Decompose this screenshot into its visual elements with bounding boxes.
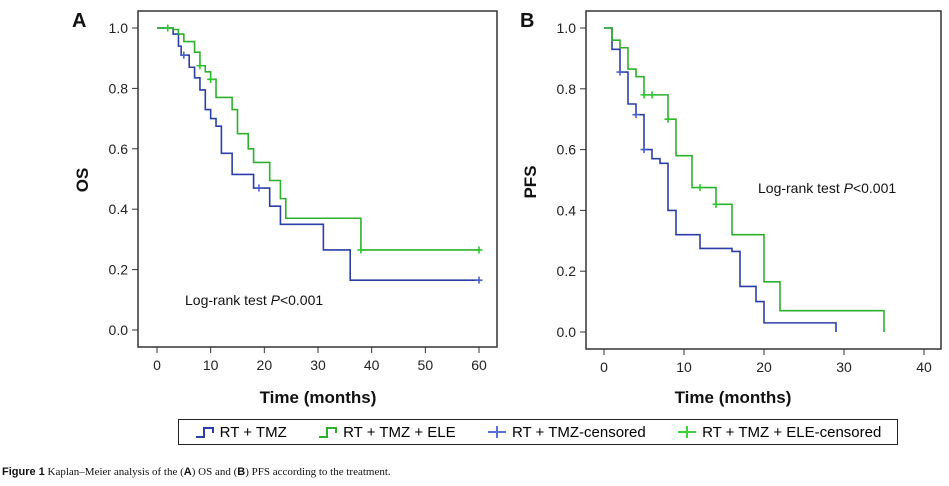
legend-label: RT + TMZ + ELE-censored bbox=[702, 423, 882, 441]
caption-text: ) OS and ( bbox=[191, 466, 238, 478]
censor-mark bbox=[475, 246, 483, 254]
y-tick-label: 1.0 bbox=[557, 20, 577, 36]
plus-icon bbox=[678, 426, 697, 438]
censor-mark bbox=[664, 115, 672, 123]
y-tick-label: 0.8 bbox=[109, 80, 129, 96]
censor-mark bbox=[475, 276, 483, 284]
legend-label: RT + TMZ-censored bbox=[511, 423, 646, 441]
x-tick-label: 50 bbox=[418, 357, 434, 373]
x-tick-label: 30 bbox=[836, 359, 852, 375]
caption-text: A bbox=[183, 466, 192, 478]
y-tick-label: 0.4 bbox=[109, 201, 129, 217]
censor-mark bbox=[640, 146, 648, 154]
x-axis-label: Time (months) bbox=[260, 388, 377, 407]
x-tick-label: 0 bbox=[153, 357, 161, 373]
panel-b: 0.0 0.2 0.4 0.6 0.8 1.0 0 10 20 30 40 Time (months)… bbox=[520, 10, 942, 407]
caption-text: Kaplan–Meier analysis of the ( bbox=[44, 466, 184, 478]
step-line-icon bbox=[319, 427, 338, 438]
censor-mark bbox=[207, 75, 215, 83]
y-tick-label: 0.0 bbox=[557, 324, 577, 340]
censor-mark bbox=[640, 91, 648, 99]
x-tick-label: 10 bbox=[676, 359, 692, 375]
censor-mark bbox=[696, 184, 704, 192]
legend-item-rt-tmz-ele-censored: RT + TMZ + ELE-censored bbox=[677, 424, 881, 441]
survival-curve-rt-tmz-ele bbox=[157, 27, 479, 251]
censor-mark bbox=[632, 111, 640, 119]
panel-a: 0.0 0.2 0.4 0.6 0.8 1.0 0 10 20 30 40 50 60 Time (mon… bbox=[72, 10, 498, 407]
logrank-annotation: Log-rank test P<0.001 bbox=[758, 180, 896, 196]
x-axis-label: Time (months) bbox=[675, 388, 792, 407]
legend-item-rt-tmz-censored: RT + TMZ-censored bbox=[487, 424, 646, 441]
x-tick-label: 30 bbox=[310, 357, 326, 373]
y-tick-label: 0.2 bbox=[557, 263, 577, 279]
censor-mark bbox=[648, 91, 656, 99]
x-tick-label: 40 bbox=[364, 357, 380, 373]
caption-label: Figure 1 bbox=[2, 466, 45, 478]
y-axis-label: OS bbox=[73, 168, 92, 193]
censor-mark bbox=[616, 68, 624, 76]
legend-item-rt-tmz: RT + TMZ bbox=[195, 424, 287, 441]
plus-icon bbox=[487, 426, 506, 438]
censor-mark bbox=[196, 62, 204, 70]
logrank-annotation: Log-rank test P<0.001 bbox=[185, 292, 323, 308]
panel-label: A bbox=[72, 10, 86, 32]
survival-curve-rt-tmz bbox=[604, 27, 837, 332]
y-tick-label: 1.0 bbox=[109, 20, 129, 36]
panel-label: B bbox=[520, 10, 534, 32]
censor-mark bbox=[357, 246, 365, 254]
censor-mark bbox=[712, 200, 720, 208]
figure-caption: Figure 1 Kaplan–Meier analysis of the (A… bbox=[2, 466, 391, 478]
y-tick-label: 0.4 bbox=[557, 202, 577, 218]
y-tick-label: 0.0 bbox=[109, 322, 129, 338]
y-tick-label: 0.2 bbox=[109, 262, 129, 278]
caption-text: B bbox=[237, 466, 246, 478]
y-tick-label: 0.6 bbox=[109, 141, 129, 157]
y-tick-label: 0.6 bbox=[557, 142, 577, 158]
km-figure: 0.0 0.2 0.4 0.6 0.8 1.0 0 10 20 30 40 50 60 Time (mon… bbox=[72, 10, 942, 407]
step-line-icon bbox=[195, 427, 214, 438]
x-tick-label: 60 bbox=[471, 357, 487, 373]
x-tick-label: 20 bbox=[756, 359, 772, 375]
censor-mark bbox=[180, 51, 188, 59]
censor-mark bbox=[255, 184, 263, 192]
x-tick-label: 20 bbox=[257, 357, 273, 373]
legend-label: RT + TMZ + ELE bbox=[343, 423, 456, 441]
y-tick-label: 0.8 bbox=[557, 81, 577, 97]
survival-curve-rt-tmz-ele bbox=[604, 27, 885, 332]
censor-mark bbox=[164, 24, 172, 32]
caption-text: ) PFS according to the treatment. bbox=[245, 466, 391, 478]
legend: RT + TMZ RT + TMZ + ELE RT + TMZ-censore… bbox=[178, 419, 898, 445]
x-tick-label: 0 bbox=[600, 359, 608, 375]
x-tick-label: 40 bbox=[916, 359, 932, 375]
y-axis-label: PFS bbox=[521, 165, 540, 198]
x-tick-label: 10 bbox=[203, 357, 219, 373]
legend-label: RT + TMZ bbox=[219, 423, 287, 441]
legend-item-rt-tmz-ele: RT + TMZ + ELE bbox=[318, 424, 456, 441]
survival-curve-rt-tmz bbox=[157, 27, 479, 281]
